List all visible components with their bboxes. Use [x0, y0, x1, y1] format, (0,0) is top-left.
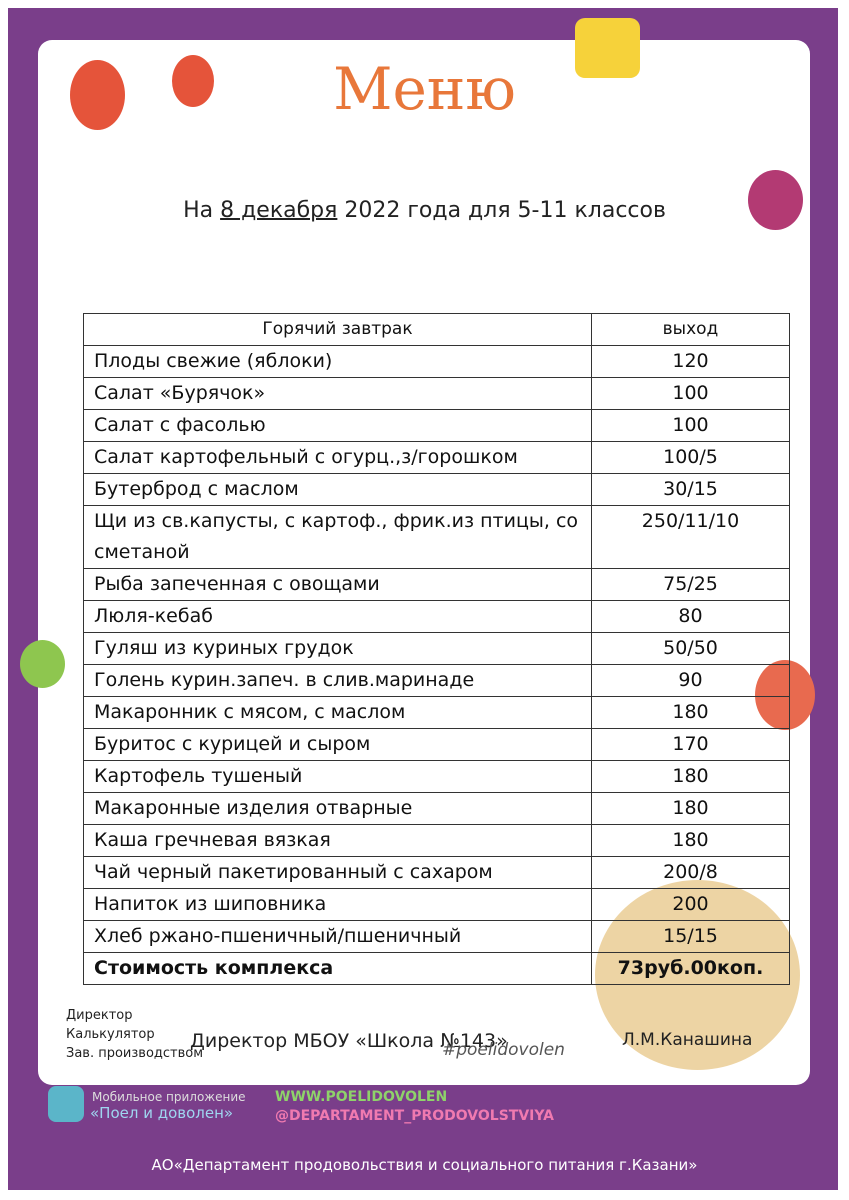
menu-row: Буритос с курицей и сыром 170 — [83, 728, 790, 761]
dish-cell: Рыба запеченная с овощами — [83, 568, 592, 601]
portion-cell: 30/15 — [591, 473, 790, 506]
menu-row: Салат картофельный с огурц.,з/горошком 10… — [83, 441, 790, 474]
menu-row: Бутерброд с маслом 30/15 — [83, 473, 790, 506]
app-name: «Поел и доволен» — [90, 1104, 234, 1122]
portion-cell: 200 — [591, 888, 790, 921]
app-label: Мобильное приложение — [92, 1090, 246, 1104]
dish-cell: Люля-кебаб — [83, 600, 592, 633]
date: 8 декабря — [220, 198, 338, 223]
dish-cell: Макаронник с мясом, с маслом — [83, 696, 592, 729]
portion-cell: 100/5 — [591, 441, 790, 474]
dish-cell: Картофель тушеный — [83, 760, 592, 793]
dish-cell: Хлеб ржано-пшеничный/пшеничный — [83, 920, 592, 953]
menu-row: Чай черный пакетированный с сахаром 200/8 — [83, 856, 790, 889]
menu-row: Каша гречневая вязкая 180 — [83, 824, 790, 857]
menu-row: Голень курин.запеч. в слив.маринаде 90 — [83, 664, 790, 697]
dish-cell: Гуляш из куриных грудок — [83, 632, 592, 665]
app-icon — [48, 1086, 84, 1122]
menu-row: Макаронник с мясом, с маслом 180 — [83, 696, 790, 729]
dish-cell: Бутерброд с маслом — [83, 473, 592, 506]
menu-row: Щи из св.капусты, с картоф., фрик.из пти… — [83, 505, 790, 569]
total-row: Стоимость комплекса 73руб.00коп. — [83, 952, 790, 985]
menu-table: Горячий завтрак выход Плоды свежие (яблоки… — [83, 313, 790, 985]
portion-cell: 120 — [591, 345, 790, 378]
dish-cell: Буритос с курицей и сыром — [83, 728, 592, 761]
website: WWW.POELIDOVOLEN — [275, 1089, 448, 1105]
portion-cell: 80 — [591, 600, 790, 633]
portion-cell: 200/8 — [591, 856, 790, 889]
menu-row: Салат с фасолью 100 — [83, 409, 790, 442]
role: Калькулятор — [66, 1027, 155, 1042]
dish-cell: Салат картофельный с огурц.,з/горошком — [83, 441, 592, 474]
portion-cell: 250/11/10 — [591, 505, 790, 569]
portion-cell: 50/50 — [591, 632, 790, 665]
dish-cell: Горячий завтрак — [83, 313, 592, 346]
portion-cell: 15/15 — [591, 920, 790, 953]
apple-icon — [20, 640, 65, 688]
dish-cell: Каша гречневая вязкая — [83, 824, 592, 857]
instagram: @DEPARTAMENT_PRODOVOLSTVIYA — [275, 1108, 555, 1124]
date-line: На 8 декабря 2022 года для 5-11 классов — [0, 198, 849, 223]
dish-cell: Голень курин.запеч. в слив.маринаде — [83, 664, 592, 697]
dish-cell: Стоимость комплекса — [83, 952, 592, 985]
dish-cell: Чай черный пакетированный с сахаром — [83, 856, 592, 889]
date-prefix: На — [183, 198, 214, 223]
tomato-icon — [70, 60, 125, 130]
title: Меню — [333, 55, 516, 123]
portion-cell: 180 — [591, 696, 790, 729]
portion-cell: 73руб.00коп. — [591, 952, 790, 985]
portion-cell: 170 — [591, 728, 790, 761]
dish-cell: Плоды свежие (яблоки) — [83, 345, 592, 378]
menu-row: Картофель тушеный 180 — [83, 760, 790, 793]
hashtag: #poelidovolen — [442, 1040, 565, 1060]
dish-cell: Салат «Бурячок» — [83, 377, 592, 410]
portion-cell: 100 — [591, 377, 790, 410]
organization: АО«Департамент продовольствия и социальн… — [151, 1156, 698, 1174]
header-row: Горячий завтрак выход — [83, 313, 790, 346]
beet-icon — [748, 170, 803, 230]
portion-cell: 180 — [591, 760, 790, 793]
dish-cell: Макаронные изделия отварные — [83, 792, 592, 825]
portion-cell: 180 — [591, 824, 790, 857]
menu-row: Макаронные изделия отварные 180 — [83, 792, 790, 825]
date-suffix: 2022 года для 5-11 классов — [344, 198, 666, 223]
portion-cell: 180 — [591, 792, 790, 825]
portion-cell: 100 — [591, 409, 790, 442]
portion-cell: выход — [591, 313, 790, 346]
portion-cell: 90 — [591, 664, 790, 697]
portion-cell: 75/25 — [591, 568, 790, 601]
role: Зав. производством — [66, 1046, 204, 1061]
menu-row: Гуляш из куриных грудок 50/50 — [83, 632, 790, 665]
dish-cell: Напиток из шиповника — [83, 888, 592, 921]
dish-cell: Щи из св.капусты, с картоф., фрик.из пти… — [83, 505, 592, 569]
menu-row: Хлеб ржано-пшеничный/пшеничный 15/15 — [83, 920, 790, 953]
role: Директор — [66, 1008, 133, 1023]
menu-row: Напиток из шиповника 200 — [83, 888, 790, 921]
dish-cell: Салат с фасолью — [83, 409, 592, 442]
menu-row: Салат «Бурячок» 100 — [83, 377, 790, 410]
menu-row: Рыба запеченная с овощами 75/25 — [83, 568, 790, 601]
tomato-icon — [172, 55, 214, 107]
menu-row: Плоды свежие (яблоки) 120 — [83, 345, 790, 378]
director: Директор МБОУ «Школа №143» — [190, 1030, 508, 1052]
menu-row: Люля-кебаб 80 — [83, 600, 790, 633]
cheese-icon — [575, 18, 640, 78]
signer-name: Л.М.Канашина — [622, 1030, 753, 1050]
